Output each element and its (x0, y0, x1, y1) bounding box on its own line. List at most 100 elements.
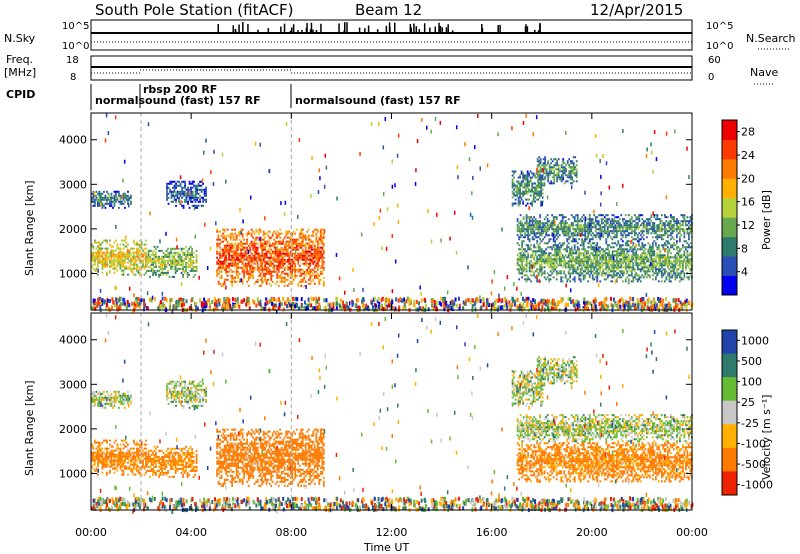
power-echo-cell (612, 220, 615, 223)
power-echo-cell (265, 262, 268, 265)
power-echo-cell (605, 242, 608, 245)
power-echo-cell (683, 276, 686, 279)
power-echo-cell (675, 274, 678, 277)
power-echo-cell (116, 245, 119, 248)
power-echo-cell (262, 246, 265, 249)
power-echo-cell (179, 267, 181, 270)
power-echo-cell (186, 251, 189, 254)
power-echo-cell (95, 241, 98, 244)
power-echo-cell (238, 252, 241, 255)
power-echo-cell (112, 206, 114, 209)
power-echo-cell (621, 270, 624, 273)
power-echo-cell (191, 247, 193, 250)
power-echo-cell (621, 226, 624, 229)
power-echo-cell (91, 259, 93, 262)
power-echo-cell (600, 230, 603, 233)
power-echo-cell (623, 272, 626, 275)
power-echo-cell (603, 230, 606, 233)
power-echo-cell (298, 244, 301, 247)
power-echo-cell (602, 250, 605, 253)
power-echo-cell (615, 264, 618, 267)
power-echo-cell (588, 266, 591, 269)
power-echo-cell (617, 230, 620, 233)
power-echo-cell (113, 198, 116, 201)
power-echo-cell (264, 262, 267, 265)
power-echo-cell (196, 184, 198, 187)
power-echo-cell (194, 186, 197, 189)
power-echo-cell (606, 222, 609, 225)
power-echo-cell (525, 264, 528, 267)
power-echo-cell (538, 184, 541, 187)
power-echo-cell (268, 244, 271, 247)
power-echo-cell (561, 232, 564, 235)
power-echo-cell (294, 266, 297, 269)
power-echo-cell (265, 260, 268, 263)
power-echo-cell (651, 262, 654, 265)
power-echo-cell (279, 262, 282, 265)
power-echo-cell (557, 164, 560, 167)
power-echo-cell (270, 270, 273, 273)
power-echo-cell (171, 265, 174, 268)
power-echo-cell (519, 254, 522, 257)
power-echo-cell (188, 257, 190, 260)
power-echo-cell (591, 218, 594, 221)
power-echo-cell (321, 270, 324, 273)
power-echo-cell (253, 282, 256, 285)
power-noise-cell (188, 306, 191, 311)
power-echo-cell (253, 254, 256, 257)
power-echo-cell (273, 252, 276, 255)
power-echo-cell (291, 276, 294, 279)
power-echo-cell (256, 252, 259, 255)
power-echo-cell (106, 190, 108, 193)
power-echo-cell (271, 280, 274, 283)
power-echo-cell (605, 218, 608, 221)
power-echo-cell (529, 194, 532, 197)
power-echo-cell (642, 262, 645, 265)
power-echo-cell (517, 182, 520, 185)
power-echo-cell (660, 274, 663, 277)
power-echo-cell (671, 232, 674, 235)
power-echo-cell (282, 238, 285, 241)
power-echo-cell (250, 260, 253, 263)
power-echo-cell (265, 272, 268, 275)
nave-tick-bottom: 0 (708, 72, 714, 83)
power-echo-cell (623, 222, 626, 225)
power-echo-cell (573, 248, 576, 251)
power-echo-cell (223, 256, 226, 259)
power-echo-cell (247, 278, 250, 281)
power-echo-cell (662, 234, 665, 237)
power-echo-cell (531, 184, 534, 187)
power-echo-cell (97, 200, 99, 203)
power-echo-cell (560, 222, 563, 225)
power-echo-cell (100, 192, 102, 195)
power-echo-cell (511, 192, 514, 195)
power-echo-cell (216, 268, 219, 271)
power-echo-cell (518, 252, 521, 255)
power-echo-cell (618, 226, 621, 229)
power-echo-cell (517, 204, 520, 207)
power-echo-cell (247, 272, 250, 275)
power-echo-cell (629, 260, 632, 263)
power-echo-cell (563, 272, 566, 275)
power-echo-cell (243, 272, 246, 275)
power-echo-cell (542, 166, 545, 169)
power-echo-cell (593, 224, 596, 227)
power-echo-cell (262, 232, 265, 235)
power-echo-cell (288, 260, 291, 263)
power-echo-cell (593, 242, 596, 245)
power-echo-cell (540, 262, 543, 265)
power-echo-cell (608, 224, 611, 227)
power-echo-cell (551, 220, 554, 223)
power-echo-cell (558, 258, 561, 261)
power-echo-cell (566, 232, 569, 235)
power-echo-cell (674, 254, 677, 257)
power-echo-cell (187, 194, 189, 197)
power-echo-cell (223, 230, 226, 233)
power-echo-cell (274, 232, 277, 235)
power-echo-cell (531, 274, 534, 277)
power-echo-cell (264, 236, 267, 239)
power-echo-cell (95, 269, 98, 272)
power-echo-cell (235, 262, 238, 265)
power-echo-cell (571, 160, 574, 163)
power-echo-cell (313, 228, 316, 231)
